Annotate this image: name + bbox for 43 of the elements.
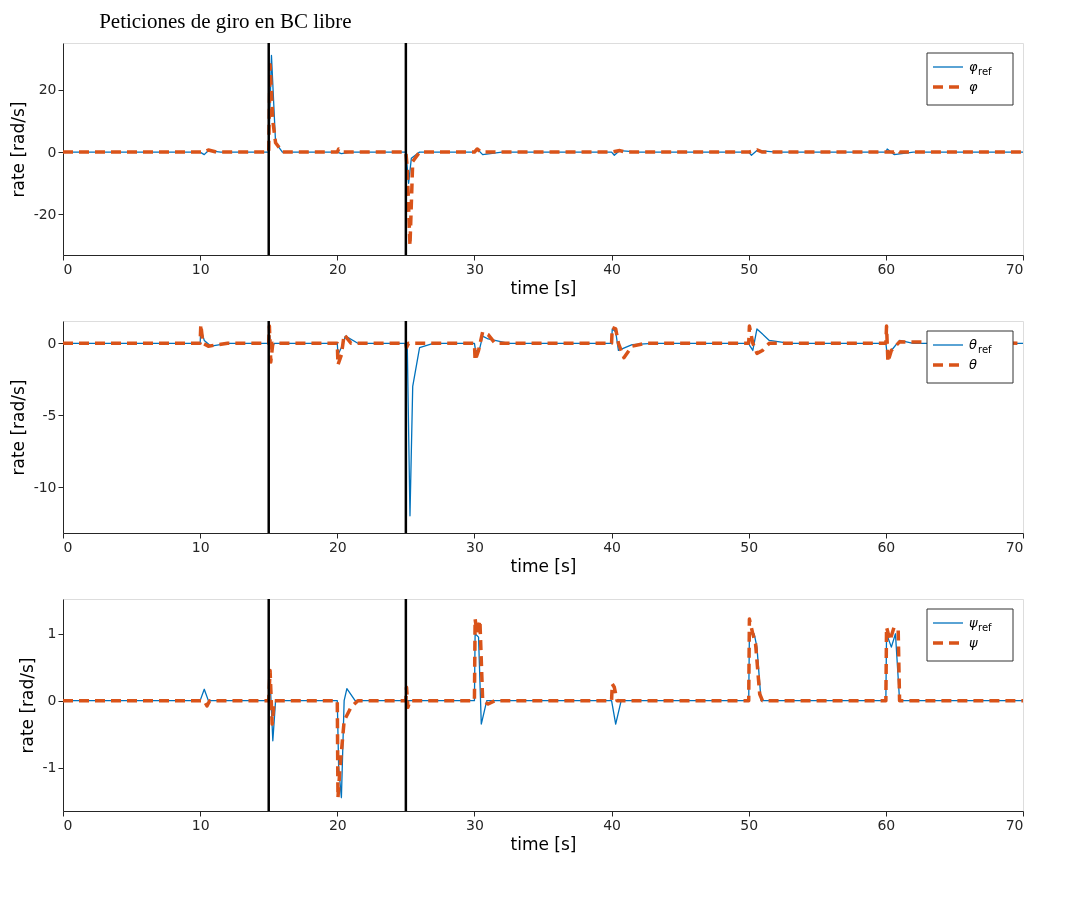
x-tick-label: 10	[191, 538, 210, 555]
y-tick-label: -20	[33, 205, 57, 222]
x-tick-label: 50	[740, 538, 759, 555]
y-tick-label: -5	[42, 406, 57, 423]
legend-label: ψ	[969, 635, 978, 650]
x-tick-label: 10	[191, 260, 210, 277]
y-axis-title: rate [rad/s]	[16, 657, 37, 754]
x-axis-title: time [s]	[510, 277, 577, 298]
x-tick-label: 30	[466, 260, 484, 277]
y-tick-label: 0	[47, 143, 57, 160]
x-tick-label: 0	[63, 260, 73, 277]
x-axis-title: time [s]	[510, 833, 577, 854]
x-tick-label: 50	[740, 816, 759, 833]
y-tick-label: 1	[47, 625, 57, 642]
y-tick-label: 0	[47, 334, 57, 351]
x-tick-label: 40	[603, 816, 621, 833]
y-axis-title: rate [rad/s]	[7, 101, 28, 198]
chart-title: Peticiones de giro en BC libre	[99, 8, 352, 33]
x-tick-label: 20	[328, 816, 347, 833]
x-tick-label: 40	[603, 538, 621, 555]
legend-label: θ	[969, 357, 977, 372]
x-tick-label: 10	[191, 816, 210, 833]
x-tick-label: 30	[466, 816, 484, 833]
legend-label: φ	[969, 79, 978, 94]
y-tick-label: 0	[47, 692, 57, 709]
x-tick-label: 20	[328, 538, 347, 555]
y-tick-label: 20	[38, 81, 57, 98]
y-tick-label: -1	[42, 759, 57, 776]
x-tick-label: 70	[1005, 816, 1024, 833]
x-tick-label: 20	[328, 260, 347, 277]
y-axis-title: rate [rad/s]	[7, 379, 28, 476]
x-tick-label: 60	[877, 816, 896, 833]
x-axis-title: time [s]	[510, 555, 577, 576]
x-tick-label: 0	[63, 538, 73, 555]
x-tick-label: 40	[603, 260, 621, 277]
y-tick-label: -10	[33, 478, 57, 495]
x-tick-label: 70	[1005, 260, 1024, 277]
x-tick-label: 0	[63, 816, 73, 833]
x-tick-label: 30	[466, 538, 484, 555]
x-tick-label: 60	[877, 260, 896, 277]
x-tick-label: 70	[1005, 538, 1024, 555]
x-tick-label: 50	[740, 260, 759, 277]
x-tick-label: 60	[877, 538, 896, 555]
